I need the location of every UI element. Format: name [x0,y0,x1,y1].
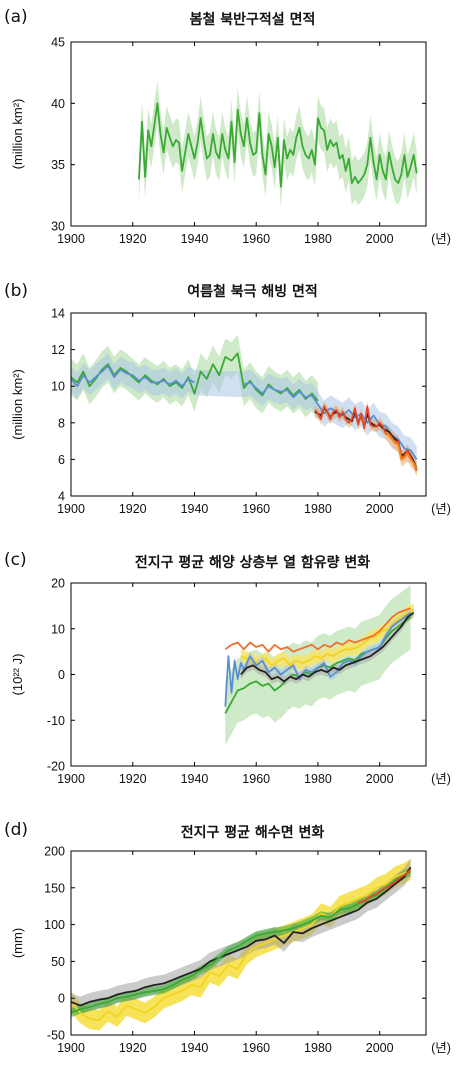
x-tick-label: 1900 [57,1041,85,1055]
x-tick-label: 2000 [366,1041,394,1055]
x-tick-label: 1980 [304,772,332,786]
x-tick-label: 1940 [181,232,209,246]
x-tick-label: 2000 [366,232,394,246]
panel-label: (c) [4,550,27,570]
series-1-line [138,102,418,188]
y-axis-label: (10²² J) [10,654,25,696]
x-unit-label: (년) [431,502,451,516]
x-tick-label: 1980 [304,232,332,246]
series-2-line [71,365,195,388]
x-tick-label: 1980 [304,1041,332,1055]
x-tick-label: 1960 [242,772,270,786]
y-tick-label: 12 [51,343,65,357]
series-2-band [71,858,411,1015]
series-4-line [357,868,412,904]
x-tick-label: 2000 [366,772,394,786]
series-3-line [224,607,411,653]
series-2-line [71,866,412,1007]
series-2-line [240,609,415,667]
y-tick-label: 40 [51,97,65,111]
y-tick-label: 20 [51,577,65,591]
plot-area [71,335,418,476]
panel-label: (b) [4,281,28,301]
plot-frame [70,850,427,1036]
y-tick-label: 150 [44,881,65,895]
y-tick-label: 10 [51,622,65,636]
series-3-band [71,867,411,1018]
y-tick-label: 14 [51,307,65,321]
series-1-line [71,868,412,1022]
plot-area [224,585,415,746]
chart-panel-1: (a) 봄철 북반구적설 면적 1900 1920 1940 1960 1980 2000 (년… [4,7,451,246]
y-axis-label: (million km²) [10,369,25,440]
y-tick-label: 100 [44,918,65,932]
x-tick-label: 1920 [119,502,147,516]
x-tick-label: 1920 [119,1041,147,1055]
y-tick-label: 6 [58,453,65,467]
x-tick-label: 2000 [366,502,394,516]
plot-area [138,81,418,209]
series-3-line [71,870,411,1014]
x-tick-label: 1940 [181,502,209,516]
x-tick-label: 1960 [242,1041,270,1055]
x-unit-label: (년) [431,772,451,786]
chart-panel-2: (b) 여름철 북극 해빙 면적 1900 1920 1940 1960 1980 2000 (… [4,281,451,516]
y-tick-label: 200 [44,845,65,859]
x-tick-label: 1900 [57,232,85,246]
y-tick-label: -20 [47,760,65,774]
y-tick-label: 35 [51,158,65,172]
x-tick-label: 1960 [242,502,270,516]
x-tick-label: 1900 [57,502,85,516]
x-tick-label: 1920 [119,232,147,246]
series-4-line [224,611,412,707]
y-tick-label: -50 [47,1029,65,1043]
plot-frame [70,312,427,497]
plot-area [71,858,412,1031]
x-tick-label: 1940 [181,1041,209,1055]
series-5-line [240,611,415,683]
x-tick-label: 1980 [304,502,332,516]
series-4-band [314,400,417,476]
x-unit-label: (년) [431,232,451,246]
plot-frame [70,41,427,227]
y-tick-label: 0 [58,992,65,1006]
y-tick-label: 10 [51,380,65,394]
y-tick-label: -10 [47,714,65,728]
y-axis-label: (million km²) [10,99,25,170]
chart-title: 전지구 평균 해양 상층부 열 함유량 변화 [135,554,370,571]
series-2-band [240,603,414,673]
series-2-line-2 [243,381,418,460]
x-unit-label: (년) [431,1041,451,1055]
chart-title: 전지구 평균 해수면 변화 [181,824,325,841]
chart-title: 여름철 북극 해빙 면적 [187,283,318,300]
x-tick-label: 1960 [242,232,270,246]
y-axis-label: (mm) [10,928,25,958]
panel-label: (d) [4,820,28,840]
y-tick-label: 30 [51,220,65,234]
y-tick-label: 4 [58,490,65,504]
y-tick-label: 8 [58,416,65,430]
y-tick-label: 50 [51,955,65,969]
panel-label: (a) [4,7,28,27]
series-4-band [225,608,411,712]
x-tick-label: 1940 [181,772,209,786]
series-5-line [385,431,418,470]
y-tick-label: 0 [58,668,65,682]
x-tick-label: 1900 [57,772,85,786]
x-tick-label: 1920 [119,772,147,786]
chart-panel-3: (c) 전지구 평균 해양 상층부 열 함유량 변화 1900 1920 1940 196… [4,550,451,786]
chart-title: 봄철 북반구적설 면적 [190,11,316,28]
y-tick-label: 45 [51,36,65,50]
